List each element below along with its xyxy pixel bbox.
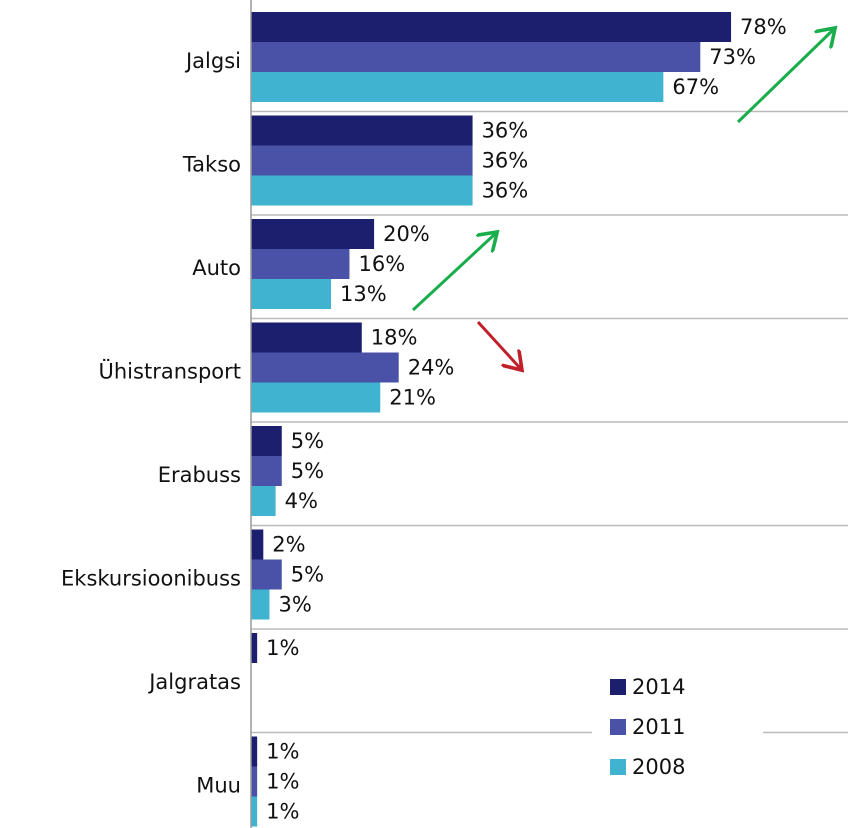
data-label: 67% xyxy=(672,75,719,99)
data-label: 36% xyxy=(482,119,529,143)
trend-arrow xyxy=(476,320,520,368)
bar xyxy=(251,352,399,383)
y-tick-label: Erabuss xyxy=(158,463,241,487)
bar xyxy=(251,486,276,516)
bar xyxy=(251,529,264,560)
legend: 2014 2011 2008 xyxy=(610,675,685,779)
bar xyxy=(251,72,664,102)
trend-arrow xyxy=(411,234,495,312)
bar xyxy=(251,796,258,827)
bar xyxy=(251,145,473,176)
y-tick-label: Takso xyxy=(182,152,241,176)
bar xyxy=(251,382,381,413)
bar xyxy=(251,456,282,486)
bar xyxy=(251,249,350,279)
bar xyxy=(251,559,282,590)
bar xyxy=(251,633,258,663)
grid xyxy=(251,110,848,734)
legend-swatch xyxy=(610,719,626,735)
data-label: 5% xyxy=(291,459,324,483)
data-label: 1% xyxy=(266,740,299,764)
legend-label: 2011 xyxy=(632,715,685,739)
data-label: 1% xyxy=(266,636,299,660)
data-label: 73% xyxy=(709,45,756,69)
data-label: 36% xyxy=(482,149,529,173)
bars: 78% 73% 67% 36% 36% 36% 20% 16% 13% 18% 24% 21% 5% 5%… xyxy=(251,12,787,827)
y-tick-label: Jalgsi xyxy=(184,49,241,73)
y-tick-label: Auto xyxy=(192,256,241,280)
y-tick-label: Ühistransport xyxy=(99,358,242,383)
bar xyxy=(251,219,375,249)
data-label: 21% xyxy=(389,386,436,410)
bar xyxy=(251,12,732,42)
data-label: 5% xyxy=(291,563,324,587)
bar xyxy=(251,426,282,456)
legend-swatch xyxy=(610,679,626,695)
legend-label: 2008 xyxy=(632,755,685,779)
legend-swatch xyxy=(610,759,626,775)
data-label: 18% xyxy=(371,326,418,350)
data-label: 5% xyxy=(291,429,324,453)
bar xyxy=(251,42,701,72)
bar xyxy=(251,322,362,353)
data-label: 16% xyxy=(358,252,405,276)
bar xyxy=(251,589,270,620)
data-label: 1% xyxy=(266,800,299,824)
data-label: 20% xyxy=(383,222,430,246)
data-label: 78% xyxy=(740,15,787,39)
data-label: 2% xyxy=(272,533,305,557)
data-label: 1% xyxy=(266,770,299,794)
trend-arrow xyxy=(736,30,833,124)
data-label: 4% xyxy=(285,489,318,513)
data-label: 36% xyxy=(482,179,529,203)
y-tick-label: Muu xyxy=(196,773,241,797)
bar xyxy=(251,175,473,206)
legend-label: 2014 xyxy=(632,675,685,699)
bar xyxy=(251,115,473,146)
bar xyxy=(251,766,258,797)
data-label: 13% xyxy=(340,282,387,306)
bar xyxy=(251,279,332,309)
data-label: 3% xyxy=(278,593,311,617)
y-tick-label: Ekskursioonibuss xyxy=(61,566,241,590)
bar xyxy=(251,736,258,767)
data-label: 24% xyxy=(408,356,455,380)
y-tick-label: Jalgratas xyxy=(147,670,241,694)
